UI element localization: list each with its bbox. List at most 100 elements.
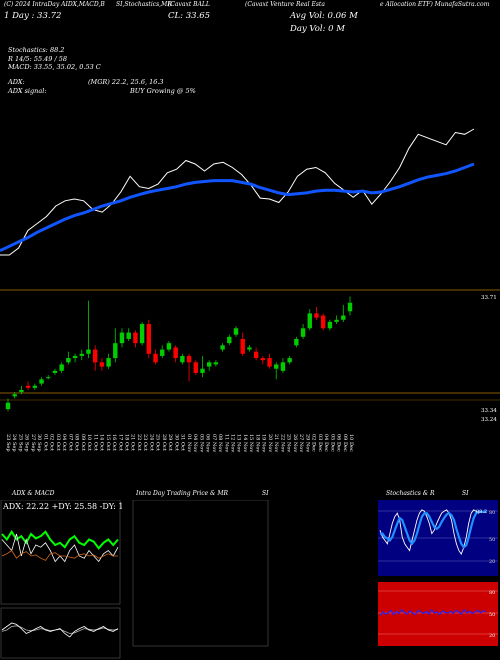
date-tick-label: 31 Oct <box>180 434 186 451</box>
candle-body <box>39 379 44 384</box>
macd-signal-line <box>1 625 119 634</box>
intraday-mr-panel <box>132 500 269 647</box>
candle-body <box>99 362 105 367</box>
upper-price-label: 33.71 <box>481 295 497 301</box>
date-tick-label: 25 Sep <box>17 434 23 452</box>
date-tick-label: 01 Nov <box>186 434 192 452</box>
candle-body <box>320 315 326 329</box>
adx-line <box>1 549 118 561</box>
date-tick-label: 15 Oct <box>105 434 111 451</box>
date-tick-label: 24 Oct <box>148 434 154 451</box>
rsi-background <box>378 582 498 646</box>
date-tick-label: 11 Oct <box>92 434 98 451</box>
adx-values: ADX: 22.22 +DY: 25.58 -DY: 16.28 <box>2 502 122 511</box>
rsi-scale-80: 80 <box>489 590 495 596</box>
adx-signal-text: BUY Growing @ 5% <box>130 87 196 95</box>
candle-body <box>46 377 51 379</box>
candle-body <box>233 328 239 335</box>
candle-body <box>32 385 38 388</box>
adx-macd-title: ADX & MACD <box>12 490 55 497</box>
date-tick-label: 06 Nov <box>205 434 211 452</box>
ticker-header: (Cavaxt BALL <box>168 1 210 8</box>
date-axis: 23 Sep 24 Sep 25 Sep 26 Sep 27 Sep 30 Sep 01 O… <box>5 434 354 452</box>
candle-body <box>25 385 31 388</box>
candle-body <box>240 338 245 354</box>
price-ema-chart <box>0 128 475 256</box>
mr-panel-title: Intra Day Trading Price & MR <box>136 490 229 497</box>
site-header: e Allocation ETF) MunafaSutra.com <box>380 1 490 8</box>
adx-label: ADX: <box>8 78 25 86</box>
stoch-scale-80: 80 <box>489 510 495 516</box>
candle-body <box>139 324 145 344</box>
date-tick-label: 24 Sep <box>11 434 17 452</box>
avg-volume: Avg Vol: 0.06 M <box>290 11 358 21</box>
date-tick-label: 28 Oct <box>161 434 167 451</box>
day-volume: Day Vol: 0 M <box>290 24 345 34</box>
date-tick-label: 30 Sep <box>36 434 42 452</box>
stoch-panel-title: Stochastics & R <box>386 490 435 497</box>
date-tick-label: 17 Oct <box>117 434 123 451</box>
candle-body <box>160 349 165 356</box>
mgr-readout: (MGR) 22.2, 25.6, 16.3 <box>88 78 164 86</box>
adx-signal-label: ADX signal: <box>8 87 47 95</box>
date-tick-label: 04 Nov <box>192 434 198 452</box>
date-tick-label: 10 Oct <box>86 434 92 451</box>
date-tick-label: 26 Sep <box>24 434 30 452</box>
lower-price-label-1: 33.34 <box>481 408 497 414</box>
date-tick-label: 12 Nov <box>230 434 236 452</box>
date-tick-label: 08 Oct <box>74 434 80 451</box>
candle-body <box>86 349 91 354</box>
date-tick-label: 22 Oct <box>136 434 142 451</box>
candle-body <box>166 343 172 350</box>
candle-body <box>5 402 11 410</box>
macd-readout: MACD: 33.55, 35.02, 0.53 C <box>8 63 101 71</box>
date-tick-label: 14 Oct <box>99 434 105 451</box>
candle-body <box>12 394 17 397</box>
ema-series-line <box>0 162 475 252</box>
candle-body <box>206 362 212 367</box>
candle-body <box>72 355 78 359</box>
date-tick-label: 02 Oct <box>49 434 55 451</box>
candle-body <box>180 355 185 363</box>
date-tick-label: 26 Nov <box>292 434 298 452</box>
date-tick-label: 22 Nov <box>279 434 285 452</box>
candle-body <box>126 332 131 339</box>
stoch-panel-title-suffix: SI <box>462 490 469 497</box>
one-day-price: 1 Day : 33.72 <box>4 11 62 21</box>
price-series-line <box>0 128 475 256</box>
date-tick-label: 01 Oct <box>42 434 48 451</box>
date-tick-label: 08 Nov <box>217 434 223 452</box>
candle-body <box>213 362 219 365</box>
stochastics-rsi-panel: 80 50 20 88.2 80 50 20 <box>378 500 498 646</box>
date-tick-label: 06 Dec <box>336 434 342 452</box>
candle-body <box>267 358 272 367</box>
candle-body <box>79 353 84 356</box>
stochastics-readout: Stochastics: 88.2 <box>8 46 65 54</box>
date-tick-label: 27 Nov <box>298 434 304 452</box>
candlestick-chart: 33.71 33.34 33.24 <box>0 289 500 423</box>
adx-macd-panel: ADX: 22.22 +DY: 25.58 -DY: 16.28 <box>0 500 122 659</box>
indicator-list-header: SI,Stochastics,MR <box>116 1 172 8</box>
date-tick-label: 04 Oct <box>61 434 67 451</box>
rsi-line <box>379 608 487 617</box>
date-tick-label: 23 Oct <box>142 434 148 451</box>
r-readout: R 14/5: 55.49 / 58 <box>8 55 68 63</box>
rsi-scale-50: 50 <box>489 612 495 618</box>
date-tick-label: 23 Sep <box>5 434 11 452</box>
candle-body <box>186 355 192 363</box>
candle-body <box>113 343 118 359</box>
close-price: CL: 33.65 <box>168 11 211 21</box>
candle-body <box>327 321 333 329</box>
plus-di-line <box>1 529 119 550</box>
rsi-scale-20: 20 <box>489 633 495 639</box>
date-tick-label: 29 Oct <box>167 434 173 451</box>
candle-body <box>274 364 279 369</box>
date-tick-label: 25 Nov <box>286 434 292 452</box>
candle-body <box>247 347 252 350</box>
candle-body <box>59 364 64 371</box>
candle-body <box>200 368 205 373</box>
date-tick-label: 19 Nov <box>261 434 267 452</box>
candle-body <box>341 315 346 320</box>
date-tick-label: 09 Dec <box>342 434 348 452</box>
candle-body <box>253 351 259 359</box>
